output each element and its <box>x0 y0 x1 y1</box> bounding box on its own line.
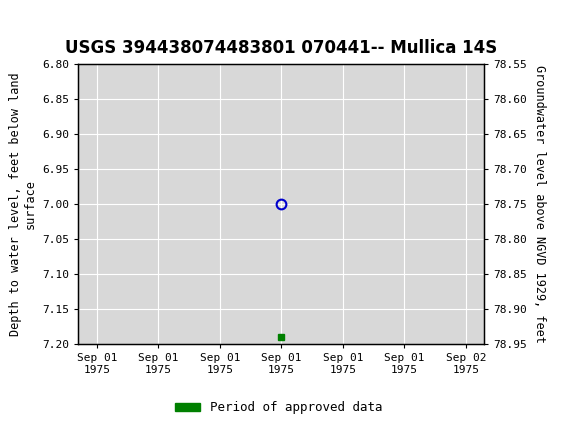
Y-axis label: Groundwater level above NGVD 1929, feet: Groundwater level above NGVD 1929, feet <box>532 65 546 343</box>
Legend: Period of approved data: Period of approved data <box>169 396 387 419</box>
Y-axis label: Depth to water level, feet below land
surface: Depth to water level, feet below land su… <box>9 72 37 336</box>
Title: USGS 394438074483801 070441-- Mullica 14S: USGS 394438074483801 070441-- Mullica 14… <box>65 40 498 57</box>
